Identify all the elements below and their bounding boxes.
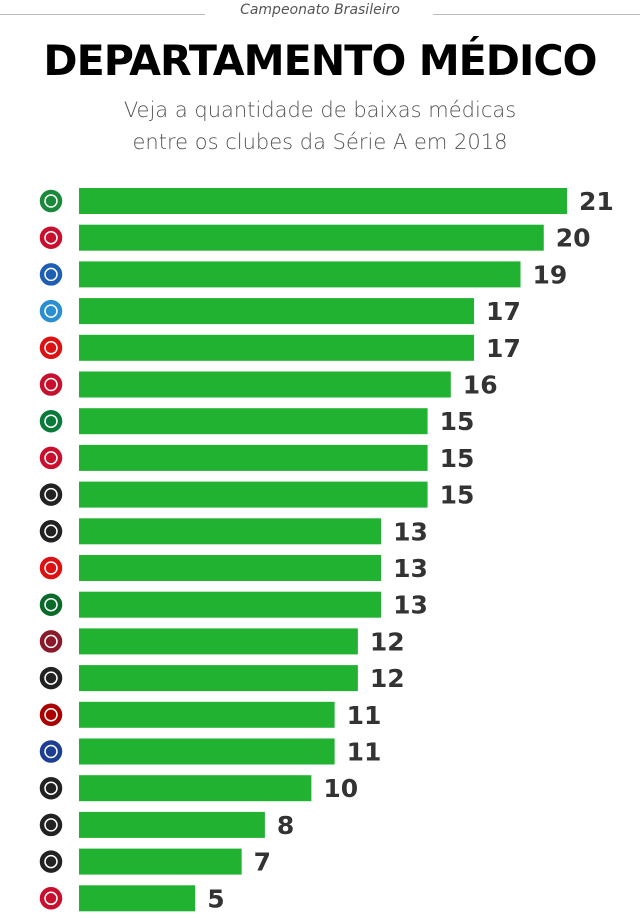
crest-emblem-icon [44,414,58,428]
bar [79,665,358,692]
botafogo-crest-icon [38,481,64,508]
bar [79,334,475,361]
crest-emblem-icon [44,377,58,392]
flamengo-crest-icon [38,885,64,912]
crest-emblem-icon [44,671,58,685]
bar [79,298,475,325]
value-label: 15 [440,481,475,510]
crest-emblem-icon [44,744,58,759]
crest-emblem-icon [44,708,58,722]
value-label: 19 [533,260,568,289]
crest-emblem-icon [44,267,58,282]
crest-emblem-icon [44,304,58,318]
value-label: 21 [579,187,614,216]
crest-emblem-icon [44,524,58,539]
vitoria-crest-icon [38,224,64,251]
value-label: 17 [486,334,521,363]
crest-emblem-icon [44,634,58,649]
value-label: 17 [486,297,521,326]
kicker-rule-right [433,14,640,15]
ceara-crest-icon [38,518,64,545]
bar [79,811,265,838]
sao-paulo-crest-icon [38,371,64,398]
bar [79,371,451,398]
value-label: 15 [440,444,475,473]
crest-emblem-icon [44,341,58,355]
subtitle-line-1: Veja a quantidade de baixas médicas [123,98,517,122]
crest-emblem-icon [44,194,58,208]
value-label: 13 [393,554,428,583]
parana-crest-icon [38,445,64,471]
internacional-crest-icon [38,555,64,581]
subtitle: Veja a quantidade de baixas médicas entr… [0,94,640,158]
bar [79,188,567,214]
bar [79,481,428,508]
atletico-mg-crest-icon [38,848,64,875]
cruzeiro-crest-icon [38,738,64,765]
crest-emblem-icon [44,487,58,502]
fluminense-crest-icon [38,628,64,655]
crest-emblem-icon [44,818,58,832]
value-label: 11 [347,701,382,730]
crest-emblem-icon [44,597,58,612]
bar [79,701,335,728]
value-label: 12 [370,627,405,656]
atletico-pr-crest-icon [38,702,64,728]
value-label: 7 [254,848,271,877]
bahia-crest-icon [38,261,64,288]
crest-emblem-icon [44,561,58,575]
bar [79,848,242,875]
gremio-crest-icon [38,298,64,324]
bar [79,775,312,802]
subtitle-line-2: entre os clubes da Série A em 2018 [132,130,508,154]
value-label: 8 [277,811,294,840]
vasco-crest-icon [38,812,64,838]
america-mg-crest-icon [38,408,64,434]
bar [79,224,544,251]
bar [79,555,382,581]
chapecoense-crest-icon [38,188,64,214]
bar [79,518,382,545]
kicker-rule-left [0,14,205,15]
bar [79,408,428,435]
page-title: DEPARTAMENTO MÉDICO [43,36,597,85]
crest-emblem-icon [44,854,58,869]
kicker: Campeonato Brasileiro [240,2,400,18]
sport-crest-icon [38,335,64,361]
value-label: 15 [440,407,475,436]
crest-emblem-icon [44,781,58,795]
bar [79,261,521,288]
bar [79,628,358,655]
bar [79,444,428,471]
crest-emblem-icon [44,451,58,465]
value-label: 10 [323,774,358,803]
bar [79,885,196,912]
value-label: 12 [370,664,405,693]
santos-crest-icon [38,665,64,691]
bar [79,738,335,765]
palmeiras-crest-icon [38,591,64,618]
crest-emblem-icon [44,230,58,245]
value-label: 20 [556,224,591,253]
corinthians-crest-icon [38,775,64,801]
bar [79,591,382,618]
value-label: 5 [207,884,224,913]
value-label: 13 [393,591,428,620]
value-label: 13 [393,517,428,546]
value-label: 16 [463,371,498,400]
crest-emblem-icon [44,891,58,906]
value-label: 11 [347,738,382,767]
